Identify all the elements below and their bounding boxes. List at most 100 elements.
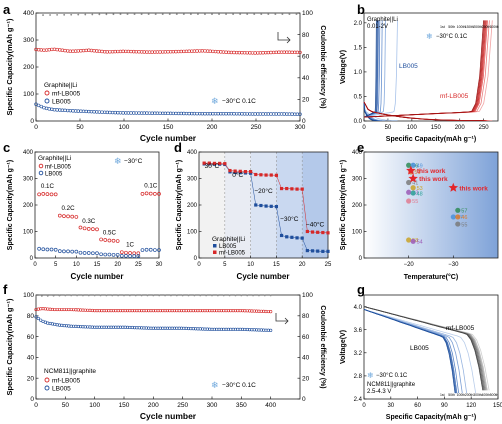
- x-tick-label: 150: [163, 124, 174, 131]
- temperature-label: 30°C: [205, 162, 220, 170]
- mf-lb005-discharge-curve: [363, 101, 485, 121]
- y2-tick-label: 80: [302, 313, 310, 320]
- y-axis-label-c: Specific Capacity(mAh g⁻¹): [7, 160, 14, 250]
- ce-point: [111, 294, 114, 297]
- ce-point: [170, 294, 172, 297]
- mf-lb005-point: [107, 238, 112, 243]
- ce-point: [161, 13, 164, 15]
- y2-axis-label-f: Coulombic efficiency (%): [319, 305, 326, 388]
- lb005-point: [57, 249, 62, 253]
- ce-point: [260, 13, 263, 15]
- lb005-point: [124, 254, 128, 258]
- lb005-point: [136, 254, 141, 258]
- reference-point: [455, 214, 461, 220]
- lb005-point: [144, 247, 149, 252]
- legend-label-mf-lb005-c: mf-LB005: [45, 165, 72, 171]
- x-axis-label-e: Temperature(°C): [404, 273, 458, 281]
- ce-point: [175, 13, 178, 15]
- mf-lb005-point: [295, 187, 299, 191]
- legend-label-lb005-f: LB005: [52, 386, 71, 393]
- y-tick-label: 2.4: [354, 397, 363, 403]
- temperature-bands-d: [199, 152, 328, 258]
- this-work-star: [406, 165, 416, 175]
- ce-point: [134, 294, 137, 297]
- panel-label-g: g: [357, 282, 365, 297]
- arrow-icon: [277, 32, 291, 44]
- ce-point: [204, 13, 206, 15]
- ce-point: [112, 13, 115, 16]
- x-tick-label: 100: [407, 125, 418, 131]
- cycle-label: 50th: [448, 25, 455, 29]
- condition-label-g: −30°C 0.1C: [376, 373, 408, 379]
- axis-ticks-b: 0 50 100 150 200 250 0.0 0.5 1.0 1.5 2.0: [354, 21, 490, 131]
- x-tick-label: 0: [197, 262, 201, 268]
- y-tick-label: 300: [23, 37, 34, 44]
- plot-frame-f: [35, 294, 301, 400]
- curve-label-mf-lb005-b: mf-LB005: [440, 93, 469, 100]
- ce-point: [193, 294, 196, 297]
- y2-tick-label: 20: [302, 97, 310, 104]
- cycle-label: 150th: [465, 25, 474, 29]
- condition-label-f: −30°C 0.1C: [222, 381, 256, 389]
- mf-lb005-point: [86, 227, 91, 231]
- plot-frame-a: [35, 12, 301, 122]
- reference-number: 55: [412, 199, 418, 205]
- mf-lb005-discharge-curve: [363, 101, 487, 121]
- panel-label-e: e: [357, 140, 364, 155]
- mf-lb005-point: [157, 192, 161, 196]
- mf-lb005-point: [290, 187, 294, 191]
- snowflake-icon: ❄: [211, 380, 219, 390]
- lb005-point: [34, 315, 38, 319]
- cycle-labels-b: 1st 50th 100th 150th 200th 250th 300th: [440, 25, 499, 29]
- legend-label-lb005-d: LB005: [219, 244, 237, 250]
- y2-tick-label: 20: [302, 375, 310, 382]
- cycle-label: 50th: [448, 393, 455, 397]
- cycle-labels-g: 1st 50th 100th 200th 300th 400th 500th: [440, 393, 498, 397]
- mf-lb005-point: [57, 213, 62, 218]
- legend-marker-mf-lb005-f: [44, 377, 50, 383]
- x-tick-label: 150: [493, 403, 502, 409]
- y-tick-label: 0: [30, 256, 34, 262]
- reference-point: [410, 190, 416, 196]
- temperature-labels-d: 30°C 0°C −20°C −30°C −40°C: [205, 162, 325, 229]
- y-tick-label: 400: [352, 150, 363, 156]
- x-tick-label: 120: [466, 403, 477, 409]
- ce-point: [140, 294, 143, 297]
- lb005-point: [274, 204, 278, 209]
- y-tick-label: 40: [27, 355, 35, 362]
- plot-frame-g: [363, 294, 499, 400]
- ce-point: [46, 294, 49, 297]
- y-axis-label-d: Specific Capacity(mAh g⁻¹): [176, 160, 183, 250]
- y2-tick-label: 40: [302, 75, 310, 82]
- panel-a: 0 50 100 150 200 250 3000100200300400020406080…: [5, 10, 326, 143]
- curves-g: [363, 306, 490, 394]
- mf-lb005-point: [298, 50, 302, 55]
- x-axis-label-c: Cycle number: [71, 272, 124, 281]
- lb005-point: [157, 248, 161, 252]
- lb005-point: [119, 254, 124, 258]
- mf-lb005-point: [326, 231, 330, 235]
- mf-lb005-point: [66, 214, 70, 219]
- x-tick-label: 250: [479, 125, 490, 131]
- mf-lb005-point: [119, 250, 124, 255]
- reference-point: [406, 237, 412, 243]
- lb005-point: [128, 254, 132, 258]
- literature-points-e: 5649514153234855574746555854this workthi…: [406, 162, 488, 246]
- legend-marker-lb005-c: [38, 170, 44, 176]
- lb005-point: [321, 249, 325, 253]
- mf-lb005-point: [249, 170, 253, 174]
- cycle-label: 300th: [473, 393, 482, 397]
- ce-point: [158, 294, 161, 297]
- x-tick-label: 150: [119, 402, 130, 409]
- y2-tick-label: 100: [302, 10, 313, 17]
- mf-lb005-point: [78, 225, 83, 230]
- x-axis-label-d: Cycle number: [237, 272, 290, 281]
- ce-point: [263, 294, 266, 297]
- x-tick-label: 10: [73, 262, 80, 268]
- ce-point: [246, 13, 249, 15]
- lb005-point: [290, 235, 294, 239]
- legend-c: mf-LB005 LB005: [38, 163, 72, 178]
- legend-label-mf-lb005-a: mf-LB005: [52, 91, 81, 98]
- mf-lb005-point: [202, 161, 206, 165]
